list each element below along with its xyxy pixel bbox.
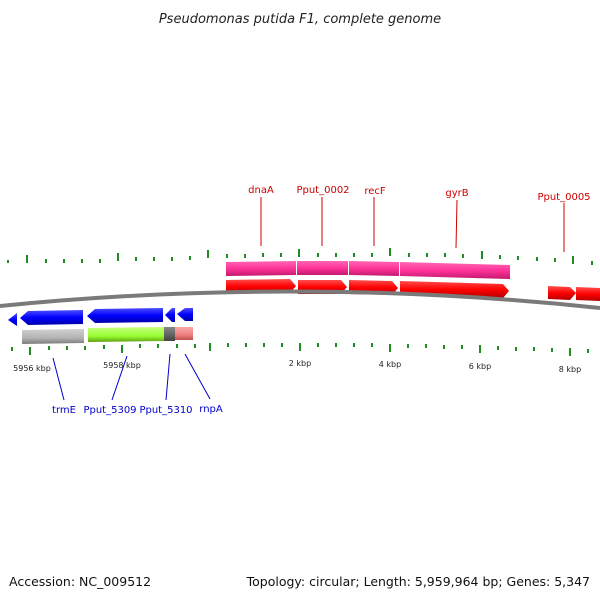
gene-label-trme[interactable]: trmE: [52, 405, 76, 416]
scale-label: 5958 kbp: [103, 361, 141, 370]
scale-label: 5956 kbp: [13, 364, 51, 373]
cds-arrow-rnpa[interactable]: [177, 308, 193, 321]
map-title: Pseudomonas putida F1, complete genome: [159, 12, 441, 27]
gene-label-rnpa[interactable]: rnpA: [199, 404, 223, 415]
cds-arrow-small-left[interactable]: [8, 313, 17, 326]
upper-gene-labels: dnaA Pput_0002 recF gyrB Pput_0005: [248, 185, 591, 252]
label-leader: [184, 353, 211, 400]
accession-text: Accession: NC_009512: [9, 574, 151, 589]
cds-arrow-pput-5309[interactable]: [87, 308, 163, 323]
gene-label-recf[interactable]: recF: [364, 186, 386, 197]
feature-block-track: [22, 327, 193, 344]
scale-label: 4 kbp: [379, 360, 401, 369]
dark-feature-block[interactable]: [164, 327, 175, 341]
reverse-cds-track: [8, 308, 193, 326]
cds-arrow-pput-5310[interactable]: [165, 308, 175, 322]
gene-block-pput-0002[interactable]: [297, 261, 348, 275]
scale-labels: 5956 kbp 5958 kbp 2 kbp 4 kbp 6 kbp 8 kb…: [13, 359, 581, 374]
gene-label-pput-5310[interactable]: Pput_5310: [139, 405, 192, 416]
genome-summary-text: Topology: circular; Length: 5,959,964 bp…: [246, 574, 590, 589]
cds-arrow-pput-0005[interactable]: [548, 286, 576, 300]
gene-label-pput-5309[interactable]: Pput_5309: [83, 405, 136, 416]
genome-backbone: [0, 289, 600, 310]
label-leader: [165, 353, 171, 401]
cds-arrow-trme[interactable]: [20, 310, 83, 325]
green-feature-block[interactable]: [88, 327, 164, 342]
gene-block-recf[interactable]: [349, 261, 399, 276]
rna-track: [226, 261, 510, 279]
label-leader: [111, 355, 128, 401]
upper-ticks: [7, 248, 593, 265]
gray-feature-block[interactable]: [22, 329, 84, 344]
gene-label-pput-0005[interactable]: Pput_0005: [537, 192, 590, 203]
label-leader: [52, 357, 65, 401]
salmon-feature-block[interactable]: [175, 327, 193, 340]
gene-label-gyrb[interactable]: gyrB: [445, 188, 468, 199]
label-leader: [455, 199, 458, 249]
cds-arrow-next[interactable]: [576, 287, 600, 301]
gene-block-dnaa[interactable]: [226, 261, 296, 276]
scale-label: 2 kbp: [289, 359, 311, 368]
scale-label: 6 kbp: [469, 362, 491, 371]
lower-gene-labels: trmE Pput_5309 Pput_5310 rnpA: [52, 353, 223, 416]
gene-label-dnaa[interactable]: dnaA: [248, 185, 274, 196]
scale-label: 8 kbp: [559, 365, 581, 374]
lower-ticks: [11, 343, 589, 356]
gene-block-gyrb[interactable]: [400, 262, 510, 279]
gene-label-pput-0002[interactable]: Pput_0002: [296, 185, 349, 196]
